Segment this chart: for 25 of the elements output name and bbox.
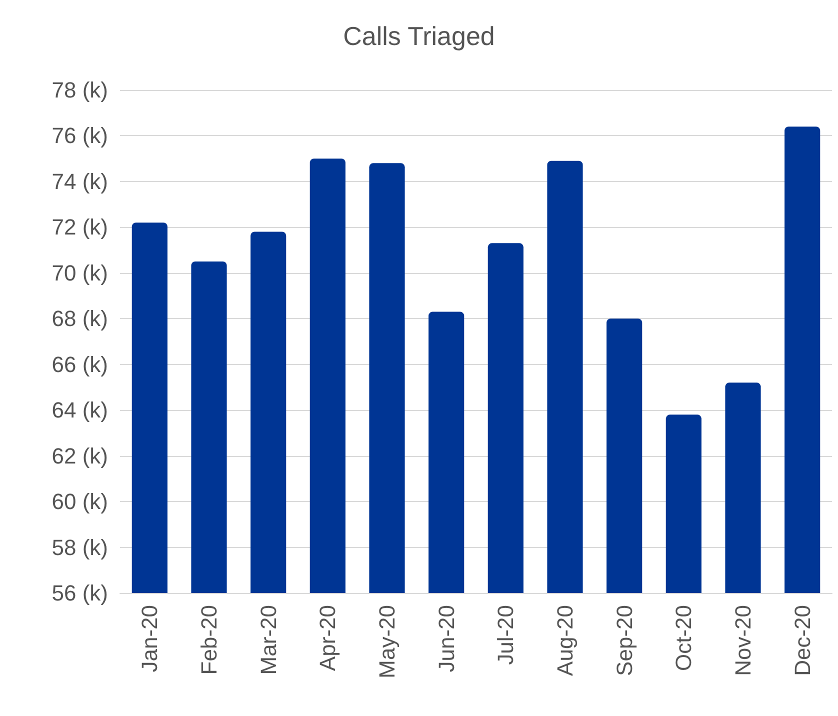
x-tick-label: Jan-20 [137, 605, 162, 672]
y-tick-label: 56 (k) [52, 580, 108, 606]
y-tick-label: 74 (k) [52, 168, 108, 194]
x-tick-label: Sep-20 [612, 605, 637, 676]
x-tick-label: Oct-20 [671, 605, 696, 672]
y-tick-label: 76 (k) [52, 123, 108, 148]
y-tick-label: 60 (k) [52, 489, 108, 514]
y-tick-label: 58 (k) [52, 534, 108, 560]
y-tick-label: 72 (k) [52, 214, 108, 240]
x-tick-label: Jul-20 [493, 605, 518, 665]
x-tick-label: Feb-20 [196, 605, 222, 675]
x-tick-label: Jun-20 [434, 605, 459, 672]
x-tick-label: May-20 [374, 605, 400, 678]
y-tick-label: 68 (k) [52, 306, 108, 332]
x-tick-label: Dec-20 [790, 605, 815, 676]
y-tick-label: 66 (k) [52, 352, 108, 377]
y-tick-label: 78 (k) [52, 78, 108, 102]
x-tick-label: Apr-20 [315, 605, 340, 672]
y-tick-label: 62 (k) [52, 443, 108, 468]
x-tick-label: Aug-20 [552, 605, 578, 676]
y-tick-label: 70 (k) [52, 260, 108, 286]
x-tick-label: Mar-20 [256, 605, 281, 675]
chart-title: Calls Triaged [343, 21, 495, 51]
y-tick-label: 64 (k) [52, 398, 108, 423]
x-tick-label: Nov-20 [730, 605, 756, 676]
